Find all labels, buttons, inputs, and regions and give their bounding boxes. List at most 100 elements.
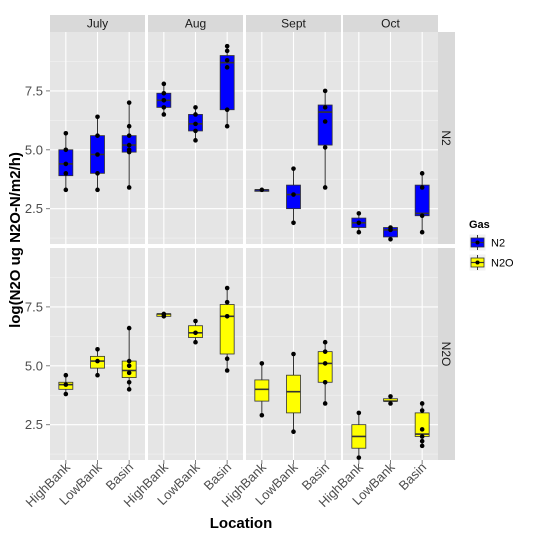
box-lowbank: [286, 351, 301, 435]
data-point: [126, 379, 132, 385]
strip-label-n2: N2: [439, 130, 453, 146]
data-point: [193, 318, 198, 324]
strip-aug: [148, 15, 243, 32]
data-point: [322, 361, 328, 366]
box-basin: [121, 100, 137, 190]
data-point: [259, 187, 265, 193]
data-point: [95, 187, 100, 193]
data-point: [161, 81, 167, 87]
box-basin: [317, 339, 333, 406]
panel-oct-n2: [343, 32, 438, 244]
data-point: [388, 394, 393, 399]
data-point: [161, 98, 167, 103]
box-highbank: [351, 211, 367, 235]
panel-aug-n2o: [148, 248, 243, 460]
data-point: [291, 166, 296, 171]
y-tick-labels: 2.5 5.0 7.5 2.5 5.0 7.5: [25, 83, 50, 432]
data-point: [161, 105, 167, 110]
legend-label-n2: N2: [491, 238, 505, 250]
box-lowbank: [286, 166, 301, 226]
box-highbank: [254, 187, 270, 193]
box-body: [317, 351, 333, 383]
y-axis-title: log(N2O ug N2O-N/m2/h): [7, 152, 24, 328]
data-point: [291, 429, 296, 435]
data-point: [95, 133, 100, 138]
legend-label-n2o: N2O: [491, 258, 514, 270]
data-point: [95, 171, 100, 176]
data-point: [193, 105, 198, 110]
data-point: [388, 401, 393, 406]
data-point: [356, 455, 362, 460]
data-point: [126, 123, 132, 129]
data-point: [419, 434, 425, 439]
data-point: [193, 339, 198, 345]
box-lowbank: [188, 105, 203, 143]
data-point: [356, 211, 362, 216]
box-body: [254, 379, 270, 402]
data-point: [126, 100, 132, 105]
y-tick-label: 7.5: [25, 299, 43, 314]
data-point: [95, 358, 100, 364]
box-lowbank: [383, 225, 398, 242]
facet-panels: July Aug Sept Oct N2 N2O: [50, 15, 455, 460]
data-point: [63, 161, 69, 167]
data-point: [126, 325, 132, 331]
strip-oct: [343, 15, 438, 32]
data-point: [419, 171, 425, 176]
data-point: [419, 229, 425, 235]
y-tick-label: 5.0: [25, 142, 43, 157]
legend-item-n2o: N2O: [468, 253, 514, 272]
data-point: [419, 443, 425, 449]
data-point: [95, 114, 100, 120]
data-point: [63, 130, 69, 136]
data-point: [224, 299, 230, 305]
box-lowbank: [90, 114, 105, 193]
data-point: [161, 311, 167, 317]
box-basin: [414, 401, 430, 449]
data-point: [193, 112, 198, 117]
box-body: [219, 55, 235, 111]
data-point: [419, 185, 425, 190]
box-body: [317, 104, 333, 146]
data-point: [126, 370, 132, 376]
strip-label-july: July: [87, 17, 108, 31]
box-basin: [219, 285, 235, 373]
data-point: [224, 285, 230, 291]
data-point: [126, 387, 132, 392]
legend-title: Gas: [469, 219, 490, 231]
data-point: [126, 185, 132, 190]
box-highbank: [58, 130, 74, 193]
data-point: [63, 391, 69, 397]
legend: Gas N2 N2O: [468, 219, 514, 272]
box-lowbank: [383, 394, 398, 406]
panel-sept-n2o: [246, 248, 341, 460]
data-point: [322, 349, 328, 354]
box-highbank: [254, 361, 270, 418]
data-point: [63, 187, 69, 193]
data-point: [419, 427, 425, 432]
data-point: [322, 401, 328, 406]
y-tick-label: 5.0: [25, 358, 43, 373]
box-basin: [121, 325, 137, 392]
data-point: [419, 401, 425, 406]
strip-july: [50, 15, 145, 32]
strip-label-n2o: N2O: [439, 342, 453, 367]
x-tick-label: Basin: [396, 460, 430, 494]
data-point: [419, 438, 425, 444]
data-point: [224, 368, 230, 373]
data-point: [161, 90, 167, 96]
box-highbank: [58, 372, 74, 397]
box-highbank: [156, 311, 172, 319]
data-point: [356, 410, 362, 416]
data-point: [259, 412, 265, 418]
data-point: [126, 358, 132, 364]
box-body: [286, 374, 301, 414]
box-highbank: [351, 410, 367, 460]
box-lowbank: [188, 318, 203, 345]
data-point: [322, 339, 328, 345]
box-basin: [219, 43, 235, 129]
data-point: [224, 107, 230, 113]
data-point: [322, 119, 328, 124]
legend-key-point: [475, 240, 480, 245]
box-lowbank: [90, 346, 105, 378]
